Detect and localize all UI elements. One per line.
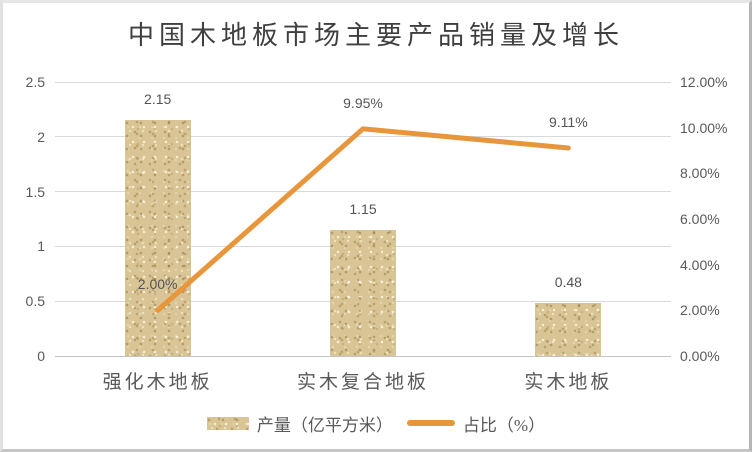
bar <box>124 120 191 356</box>
bar-value-label: 1.15 <box>349 200 377 217</box>
bar <box>535 303 602 356</box>
y-axis-right-tick-label: 0.00% <box>680 348 720 364</box>
x-axis-category-label: 强化木地板 <box>102 372 213 393</box>
legend-label-production: 产量（亿平方米） <box>256 415 393 435</box>
y-axis-left-tick-label: 0 <box>37 348 45 364</box>
bar-value-label: 0.48 <box>554 274 582 291</box>
x-axis-category-label: 实木地板 <box>524 372 613 393</box>
gridline <box>55 81 671 83</box>
bar-value-label: 2.15 <box>144 91 172 108</box>
y-axis-left-tick-label: 1 <box>37 238 45 255</box>
line-point-label: 2.00% <box>137 276 178 293</box>
legend-label-share: 占比（%） <box>462 415 546 435</box>
y-axis-right-tick-label: 10.00% <box>680 119 728 136</box>
gridline <box>55 355 671 357</box>
y-axis-left-tick-label: 2.5 <box>25 74 45 90</box>
x-axis-category-label: 实木复合地板 <box>296 372 429 393</box>
y-axis-left-tick-label: 1.5 <box>25 183 45 200</box>
legend-item-production: 产量（亿平方米） <box>206 411 393 436</box>
line-point-label: 9.11% <box>548 113 588 130</box>
y-axis-right-tick-label: 2.00% <box>680 302 720 319</box>
legend: 产量（亿平方米） 占比（%） <box>3 410 749 436</box>
y-axis-right-tick-label: 12.00% <box>680 74 728 90</box>
y-axis-right-tick-label: 6.00% <box>680 211 720 227</box>
bar <box>330 229 396 356</box>
y-axis-left-tick-label: 0.5 <box>25 293 45 310</box>
line-point-label: 9.95% <box>343 94 383 111</box>
legend-item-share: 占比（%） <box>406 411 546 436</box>
y-axis-right-tick-label: 8.00% <box>680 165 720 182</box>
chart-title: 中国木地板市场主要产品销量及增长 <box>127 21 624 50</box>
bar-series-swatch-icon <box>206 416 249 430</box>
y-axis-left-tick-label: 2 <box>37 128 45 145</box>
line-series-swatch-icon <box>406 420 455 426</box>
y-axis-right-tick-label: 4.00% <box>680 256 720 273</box>
